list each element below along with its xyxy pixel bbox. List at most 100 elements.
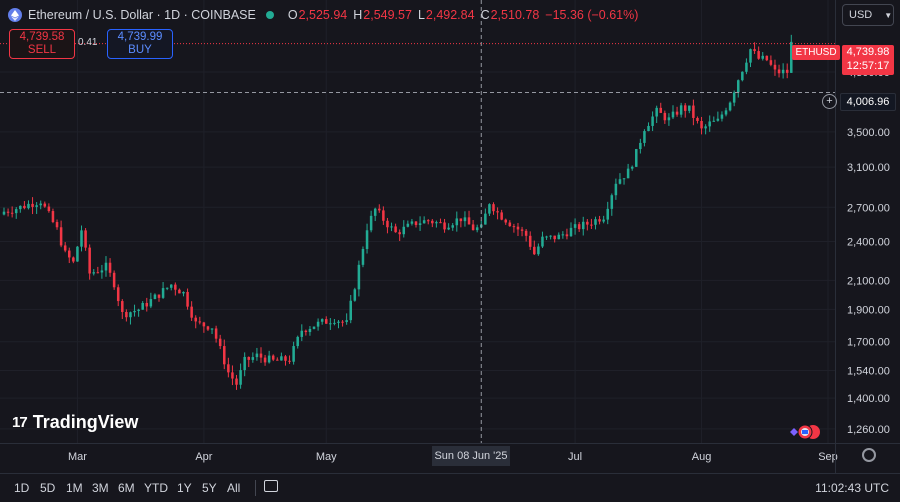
candle-body: [724, 110, 728, 115]
gear-icon[interactable]: [862, 448, 876, 462]
y-tick-label: 2,700.00: [847, 202, 890, 214]
candle-body: [553, 235, 556, 240]
candle-body: [484, 213, 487, 225]
candle-body: [214, 328, 218, 339]
candle-body: [76, 246, 79, 262]
candle-body: [104, 262, 108, 271]
candle-body: [537, 246, 540, 255]
y-tick-label: 1,900.00: [847, 304, 890, 316]
range-6m[interactable]: 6M: [118, 481, 135, 495]
range-ytd[interactable]: YTD: [144, 481, 168, 495]
candle-body: [590, 224, 593, 226]
tradingview-logo[interactable]: 17 TradingView: [12, 412, 138, 433]
candle-body: [716, 118, 720, 121]
y-tick-label: 1,260.00: [847, 424, 890, 436]
candle-body: [573, 224, 577, 228]
candle-layer: [2, 34, 793, 390]
candle-body: [23, 205, 26, 209]
candle-body: [765, 55, 769, 61]
low-value: 2,492.84: [425, 8, 475, 22]
candle-body: [259, 353, 263, 358]
candle-body: [394, 226, 397, 233]
range-all[interactable]: All: [227, 481, 241, 495]
candle-body: [288, 360, 291, 362]
candle-body: [594, 219, 597, 225]
candle-body: [753, 49, 756, 52]
candle-body: [569, 227, 573, 237]
currency-select[interactable]: USD ▼: [842, 4, 894, 26]
range-1y[interactable]: 1Y: [177, 481, 192, 495]
candle-body: [116, 287, 120, 302]
candle-body: [349, 300, 352, 321]
candle-body: [728, 102, 732, 111]
candle-body: [80, 230, 83, 247]
candle-body: [31, 203, 34, 207]
symbol-tag: ETHUSD: [792, 45, 840, 60]
high-label: H: [353, 8, 363, 22]
candle-body: [577, 224, 581, 230]
candle-body: [541, 236, 544, 247]
y-tick-label: 3,100.00: [847, 162, 890, 174]
last-price-tag: 4,739.98 12:57:17: [842, 45, 894, 75]
calendar-icon[interactable]: [264, 480, 278, 492]
utc-clock[interactable]: 11:02:43 UTC: [815, 481, 889, 495]
close-value: 2,510.78: [490, 8, 540, 22]
candle-body: [528, 235, 532, 247]
candle-body: [414, 221, 418, 225]
buy-button[interactable]: 4,739.99 BUY: [107, 29, 173, 59]
overlay-layer: [0, 0, 835, 443]
range-5d[interactable]: 5D: [40, 481, 56, 495]
candle-body: [182, 291, 185, 294]
candle-body: [174, 284, 177, 290]
events-flags-icon[interactable]: [784, 424, 824, 440]
candle-body: [218, 338, 222, 347]
candle-body: [263, 357, 267, 363]
candle-body: [520, 229, 524, 231]
candle-body: [68, 250, 71, 258]
range-1d[interactable]: 1D: [14, 481, 30, 495]
candle-body: [773, 64, 777, 70]
candle-body: [488, 204, 491, 214]
candle-body: [606, 208, 609, 220]
candle-body: [696, 117, 699, 121]
candle-body: [223, 346, 226, 365]
range-1m[interactable]: 1M: [66, 481, 83, 495]
candle-body: [243, 356, 246, 371]
candle-body: [373, 208, 377, 216]
candle-body: [769, 60, 773, 65]
buy-label: BUY: [128, 44, 152, 56]
symbol-title: Ethereum / U.S. Dollar · 1D · COINBASE: [28, 8, 256, 22]
symbol-legend[interactable]: Ethereum / U.S. Dollar · 1D · COINBASE O…: [8, 6, 644, 24]
candle-body: [443, 222, 446, 230]
candle-body: [431, 220, 434, 224]
candle-body: [700, 120, 703, 129]
candle-body: [659, 107, 663, 113]
candle-body: [688, 105, 691, 111]
candle-body: [72, 257, 75, 262]
range-5y[interactable]: 5Y: [202, 481, 217, 495]
candle-body: [96, 272, 100, 274]
candle-body: [492, 204, 495, 212]
candle-body: [333, 322, 336, 324]
candle-body: [635, 149, 638, 167]
x-tick-label: May: [316, 451, 337, 463]
candle-body: [785, 69, 789, 73]
candle-body: [308, 328, 312, 333]
candle-body: [369, 215, 373, 231]
candle-body: [732, 92, 736, 103]
candle-body: [675, 111, 679, 115]
candle-body: [667, 117, 671, 121]
sell-button[interactable]: 4,739.58 SELL: [9, 29, 75, 59]
candle-body: [471, 224, 475, 231]
add-alert-icon[interactable]: +: [822, 94, 837, 109]
candle-body: [549, 235, 552, 237]
tradingview-mark-icon: 17: [12, 414, 28, 431]
candle-body: [610, 195, 614, 209]
candle-body: [516, 226, 520, 230]
candle-body: [639, 142, 642, 150]
axis-layer: 1,260.00 1,400.00 1,540.00 1,700.00 1,900.00…: [0, 0, 900, 473]
candle-body: [324, 319, 328, 324]
range-3m[interactable]: 3M: [92, 481, 109, 495]
candle-body: [382, 210, 385, 221]
